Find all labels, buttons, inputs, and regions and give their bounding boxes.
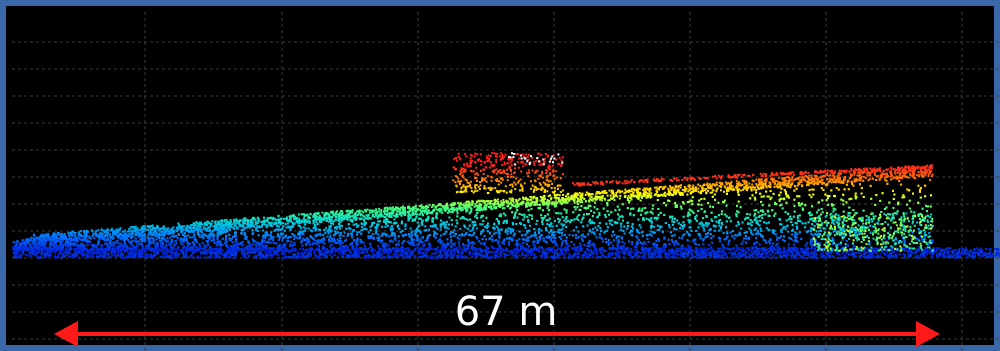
scale-bar-left-arrow	[54, 321, 78, 347]
scale-bar-right-arrow	[916, 321, 940, 347]
point-cloud-viewport[interactable]	[12, 12, 1000, 351]
scale-bar	[54, 321, 940, 347]
point-cloud	[12, 152, 1000, 259]
